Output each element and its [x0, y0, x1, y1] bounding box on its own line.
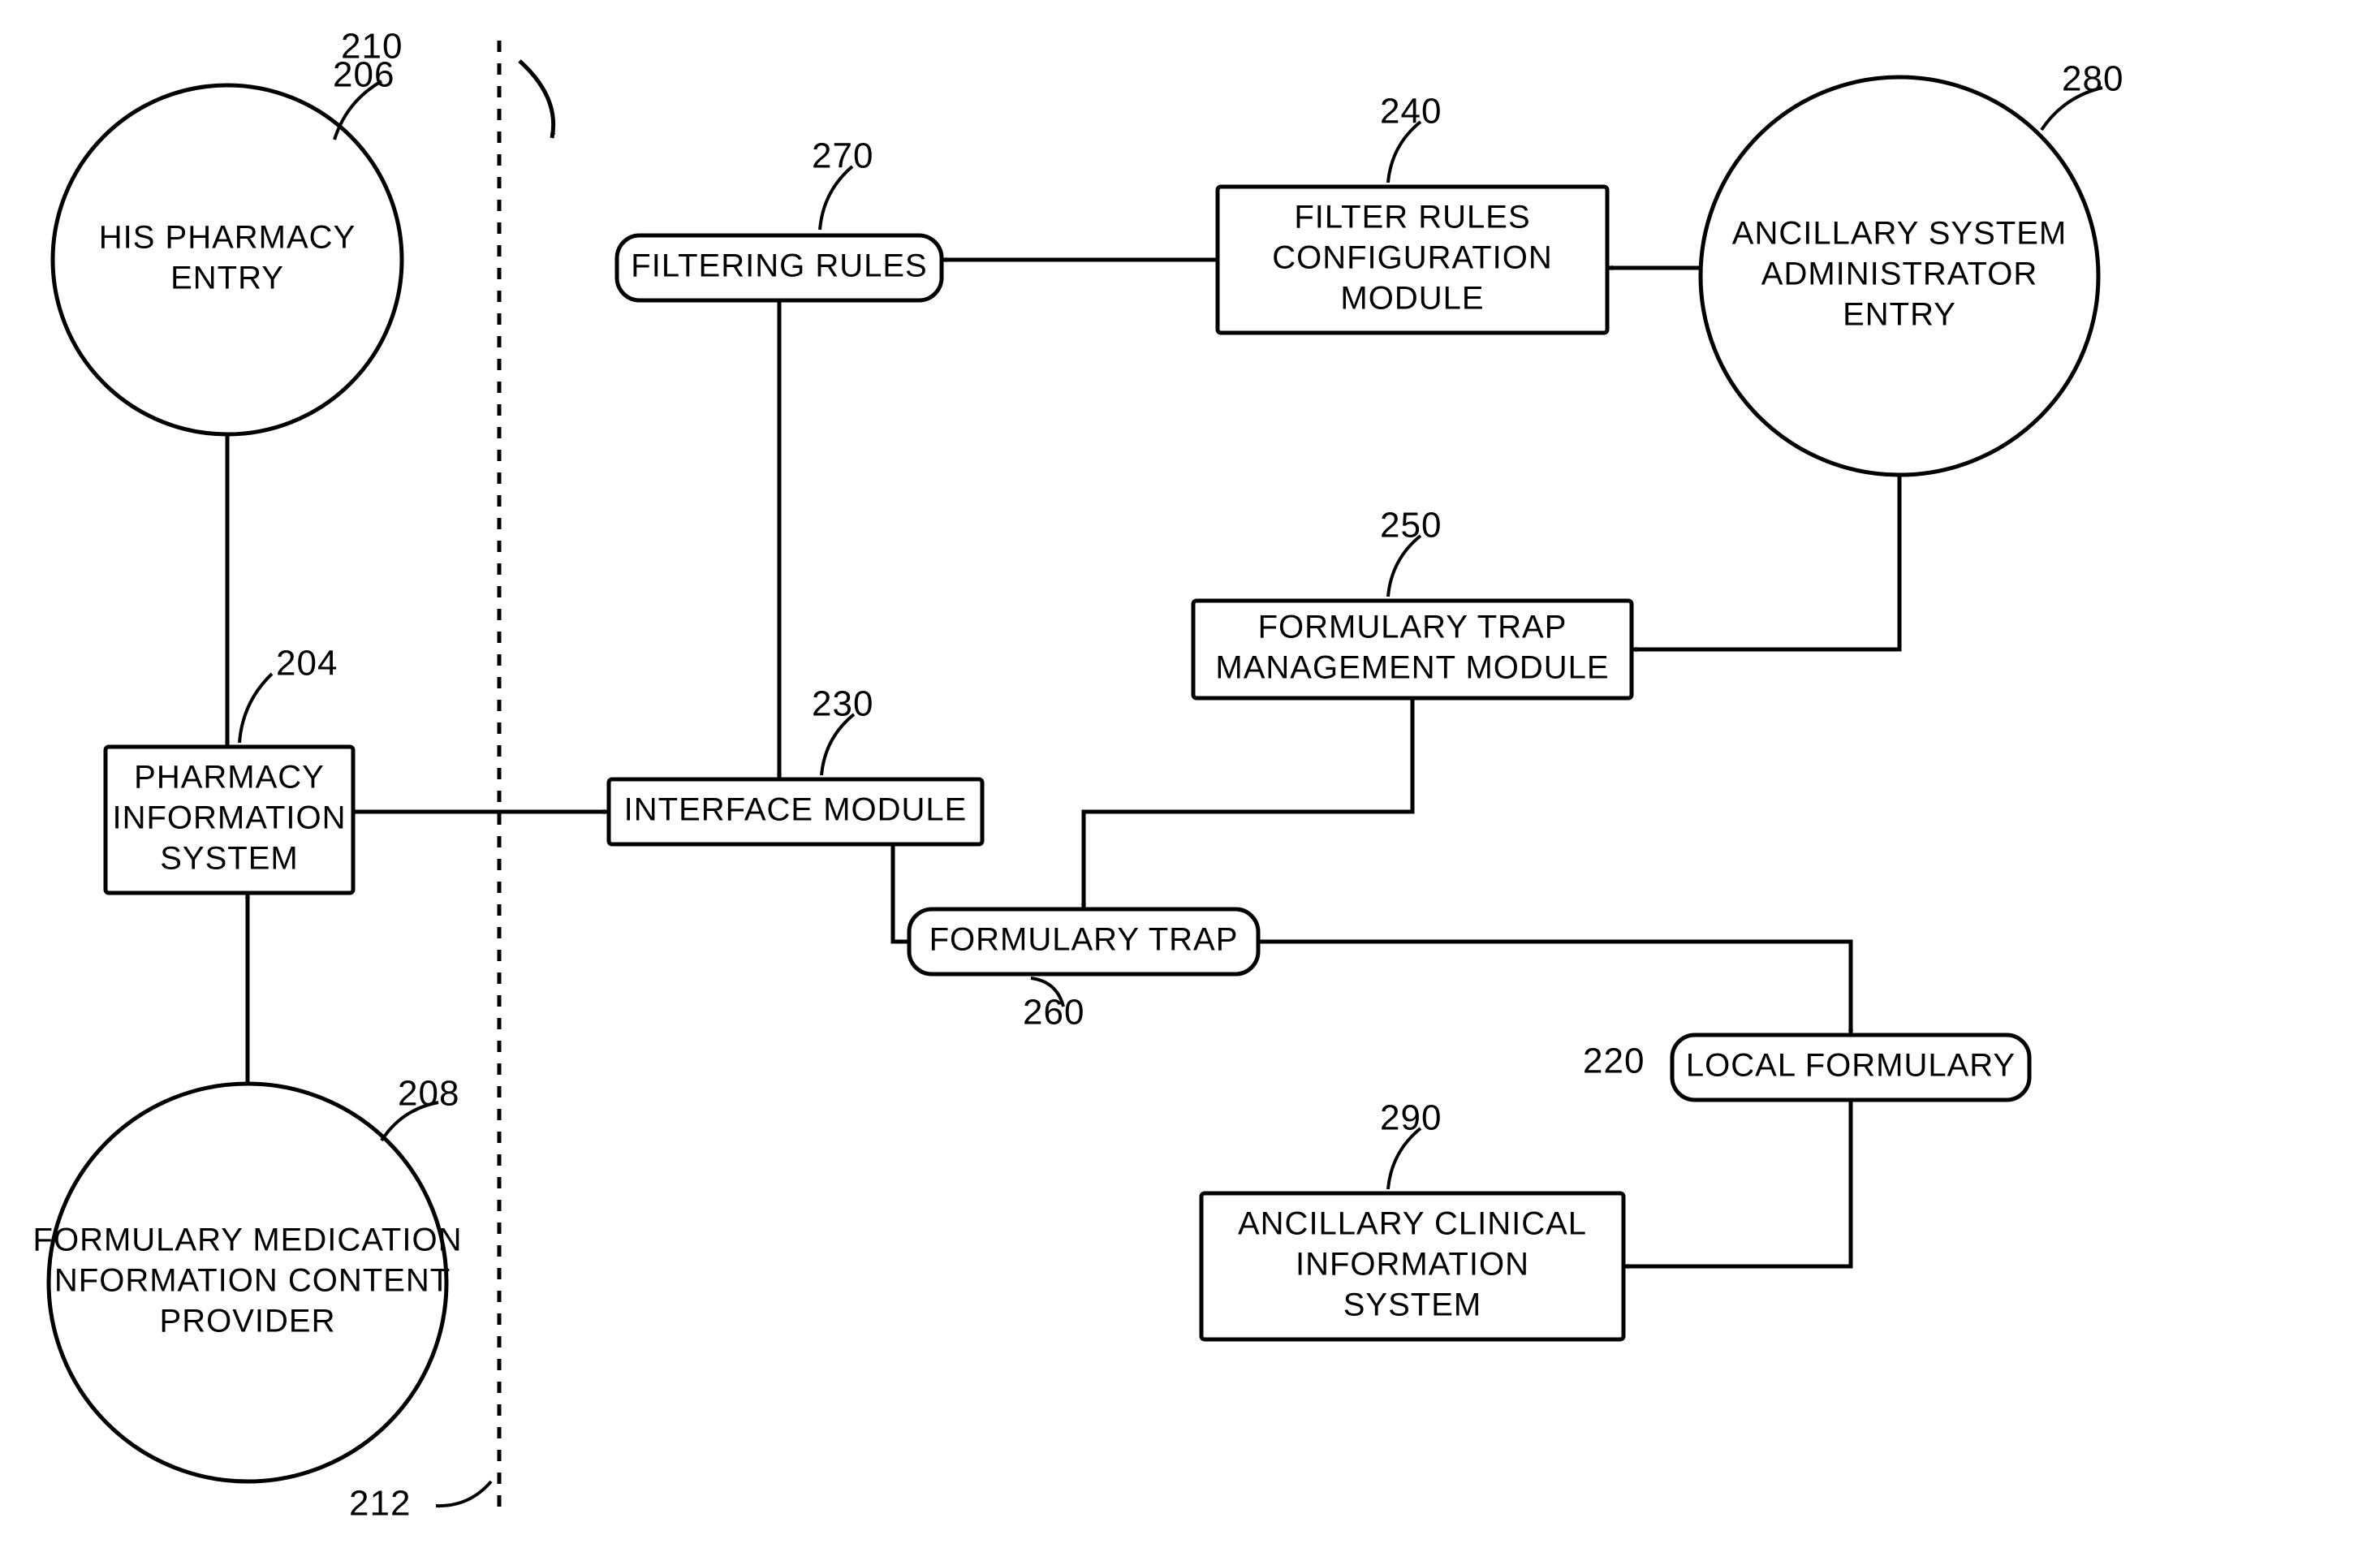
interface_module: INTERFACE MODULE	[609, 779, 982, 844]
svg-text:204: 204	[276, 644, 338, 683]
svg-text:270: 270	[812, 136, 873, 176]
his_pharmacy_entry: HIS PHARMACY ENTRY	[53, 85, 402, 434]
svg-text:INFORMATION: INFORMATION	[1296, 1247, 1529, 1283]
svg-text:260: 260	[1023, 993, 1084, 1033]
svg-text:220: 220	[1583, 1041, 1645, 1081]
svg-text:SYSTEM: SYSTEM	[1343, 1287, 1481, 1323]
svg-text:INFORMATION: INFORMATION	[112, 800, 346, 836]
svg-text:ANCILLARY SYSTEM: ANCILLARY SYSTEM	[1732, 216, 2067, 252]
svg-text:208: 208	[398, 1074, 459, 1114]
svg-text:206: 206	[333, 55, 395, 95]
svg-text:INFORMATION CONTENT: INFORMATION CONTENT	[45, 1263, 451, 1299]
svg-text:MODULE: MODULE	[1340, 281, 1484, 317]
svg-text:MANAGEMENT MODULE: MANAGEMENT MODULE	[1215, 650, 1609, 686]
svg-text:PHARMACY: PHARMACY	[134, 760, 325, 796]
ancillary_admin_entry: ANCILLARY SYSTEM ADMINISTRATOR ENTRY	[1701, 77, 2098, 475]
svg-text:FORMULARY TRAP: FORMULARY TRAP	[1258, 610, 1567, 645]
ancillary_clinical: ANCILLARY CLINICAL INFORMATION SYSTEM	[1201, 1193, 1623, 1339]
svg-text:PROVIDER: PROVIDER	[160, 1304, 336, 1339]
svg-text:ADMINISTRATOR: ADMINISTRATOR	[1761, 257, 2037, 292]
svg-text:FORMULARY TRAP: FORMULARY TRAP	[929, 922, 1239, 958]
svg-text:HIS PHARMACY: HIS PHARMACY	[99, 220, 356, 256]
pharmacy_info_system: PHARMACY INFORMATION SYSTEM	[106, 747, 353, 893]
svg-text:ENTRY: ENTRY	[170, 261, 284, 296]
svg-text:ENTRY: ENTRY	[1843, 297, 1956, 333]
svg-text:LOCAL FORMULARY: LOCAL FORMULARY	[1686, 1048, 2016, 1084]
svg-text:290: 290	[1380, 1098, 1442, 1138]
formulary_trap_mgmt: FORMULARY TRAP MANAGEMENT MODULE	[1193, 601, 1632, 698]
svg-text:FORMULARY MEDICATION: FORMULARY MEDICATION	[33, 1222, 463, 1258]
svg-text:240: 240	[1380, 92, 1442, 132]
formulary_trap: FORMULARY TRAP	[909, 909, 1258, 974]
local_formulary: LOCAL FORMULARY	[1672, 1035, 2029, 1100]
svg-text:280: 280	[2062, 59, 2123, 99]
svg-text:230: 230	[812, 684, 873, 724]
svg-text:CONFIGURATION: CONFIGURATION	[1272, 240, 1553, 276]
svg-text:250: 250	[1380, 506, 1442, 545]
svg-text:FILTERING RULES: FILTERING RULES	[631, 248, 927, 284]
svg-text:INTERFACE MODULE: INTERFACE MODULE	[624, 792, 968, 828]
formulary_provider: FORMULARY MEDICATION INFORMATION CONTENT P…	[33, 1084, 463, 1481]
svg-text:ANCILLARY CLINICAL: ANCILLARY CLINICAL	[1238, 1206, 1587, 1242]
filtering_rules: FILTERING RULES	[617, 235, 942, 300]
svg-text:SYSTEM: SYSTEM	[160, 841, 298, 877]
svg-text:212: 212	[349, 1484, 411, 1524]
filter_rules_config: FILTER RULES CONFIGURATION MODULE	[1218, 187, 1607, 333]
svg-text:FILTER RULES: FILTER RULES	[1294, 200, 1530, 235]
